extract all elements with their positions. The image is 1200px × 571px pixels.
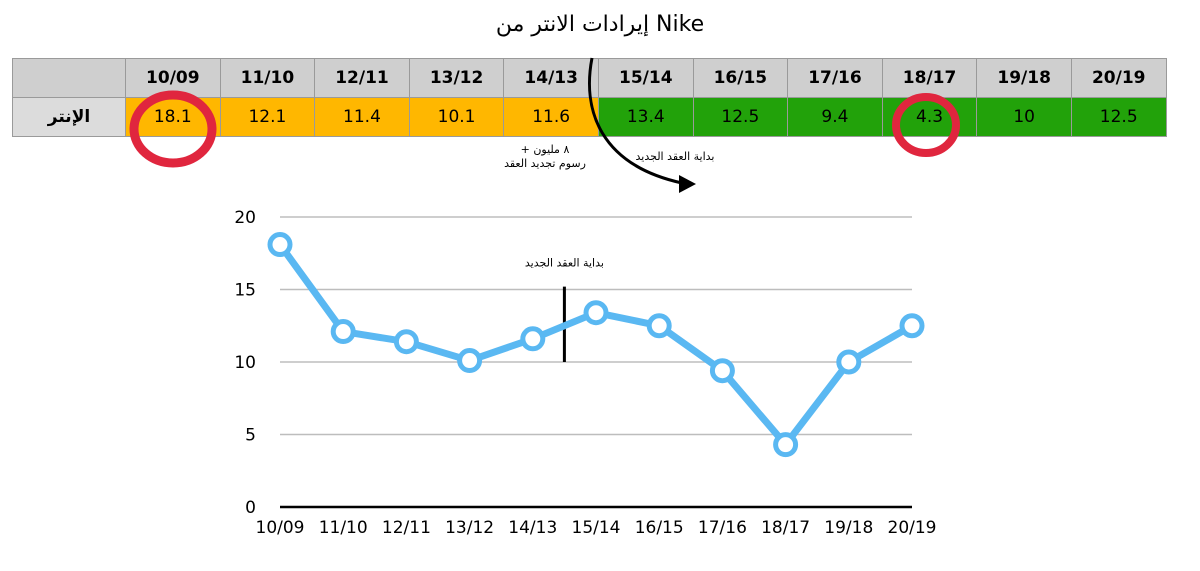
x-tick-label: 10/09 bbox=[256, 518, 305, 538]
season-header: 17/16 bbox=[787, 58, 883, 98]
x-tick-label: 11/10 bbox=[319, 518, 368, 538]
data-point bbox=[646, 313, 672, 339]
revenue-cell: 12.5 bbox=[692, 97, 789, 137]
table-corner-cell bbox=[12, 58, 126, 98]
data-point bbox=[330, 319, 356, 345]
season-header: 14/13 bbox=[503, 58, 599, 98]
data-point bbox=[457, 348, 483, 374]
renewal-fee-line1: + ٨ مليون bbox=[520, 143, 570, 156]
season-header: 10/09 bbox=[125, 58, 221, 98]
season-header: 20/19 bbox=[1070, 58, 1167, 98]
series-line bbox=[277, 242, 914, 449]
data-point bbox=[267, 232, 293, 258]
highlight-circle-10-09 bbox=[129, 90, 217, 168]
table-header-row: 10/09 11/10 12/11 13/12 14/13 15/14 16/15 17/16… bbox=[12, 58, 1167, 98]
row-label: الإنتر bbox=[12, 97, 126, 137]
x-tick-label: 19/18 bbox=[824, 518, 873, 538]
revenue-cell: 12.5 bbox=[1070, 97, 1167, 137]
revenue-cell: 10.1 bbox=[408, 97, 505, 137]
revenue-cell: 11.6 bbox=[503, 97, 599, 137]
x-tick-label: 20/19 bbox=[888, 518, 937, 538]
y-tick-label: 15 bbox=[234, 281, 256, 301]
season-header: 11/10 bbox=[219, 58, 316, 98]
revenue-cell: 12.1 bbox=[219, 97, 316, 137]
chart-title: إيرادات الانتر من Nike bbox=[495, 12, 705, 37]
x-tick-label: 15/14 bbox=[572, 518, 621, 538]
arrow-head bbox=[679, 175, 696, 193]
renewal-fee-note: + ٨ مليون رسوم تجديد العقد bbox=[500, 143, 590, 171]
x-tick-label: 18/17 bbox=[761, 518, 810, 538]
season-header: 12/11 bbox=[314, 58, 410, 98]
x-tick-label: 12/11 bbox=[382, 518, 431, 538]
season-header: 19/18 bbox=[976, 58, 1072, 98]
data-point bbox=[520, 326, 546, 352]
table-overlay bbox=[129, 57, 960, 193]
highlight-circle-18-17 bbox=[892, 93, 960, 157]
y-tick-label: 0 bbox=[245, 498, 256, 518]
data-point bbox=[709, 358, 735, 384]
data-point bbox=[899, 313, 925, 339]
season-header: 16/15 bbox=[692, 58, 789, 98]
y-tick-label: 20 bbox=[234, 208, 256, 228]
data-point bbox=[773, 432, 799, 458]
season-header: 15/14 bbox=[597, 58, 694, 98]
new-contract-arrow bbox=[588, 57, 683, 185]
revenue-cell: 10 bbox=[976, 97, 1072, 137]
data-point bbox=[393, 329, 419, 355]
y-tick-label: 10 bbox=[234, 353, 256, 373]
revenue-cell: 11.4 bbox=[314, 97, 410, 137]
data-point bbox=[836, 349, 862, 375]
revenue-cell: 9.4 bbox=[787, 97, 883, 137]
revenue-cell: 13.4 bbox=[597, 97, 694, 137]
x-tick-label: 17/16 bbox=[698, 518, 747, 538]
y-tick-label: 5 bbox=[245, 426, 256, 446]
table-value-row: الإنتر 18.1 12.1 11.4 10.1 11.6 13.4 12.5 9.4 4.… bbox=[12, 97, 1167, 137]
data-point bbox=[583, 300, 609, 326]
season-header: 13/12 bbox=[408, 58, 505, 98]
season-header: 18/17 bbox=[881, 58, 978, 98]
new-contract-label: بداية العقد الجديد bbox=[525, 256, 604, 269]
renewal-fee-line2: رسوم تجديد العقد bbox=[504, 157, 586, 170]
x-tick-label: 13/12 bbox=[445, 518, 494, 538]
revenue-table: 10/09 11/10 12/11 13/12 14/13 15/14 16/15 17/16… bbox=[12, 58, 1167, 137]
x-tick-label: 16/15 bbox=[635, 518, 684, 538]
new-contract-note: بداية العقد الجديد bbox=[635, 150, 715, 163]
x-tick-label: 14/13 bbox=[508, 518, 557, 538]
